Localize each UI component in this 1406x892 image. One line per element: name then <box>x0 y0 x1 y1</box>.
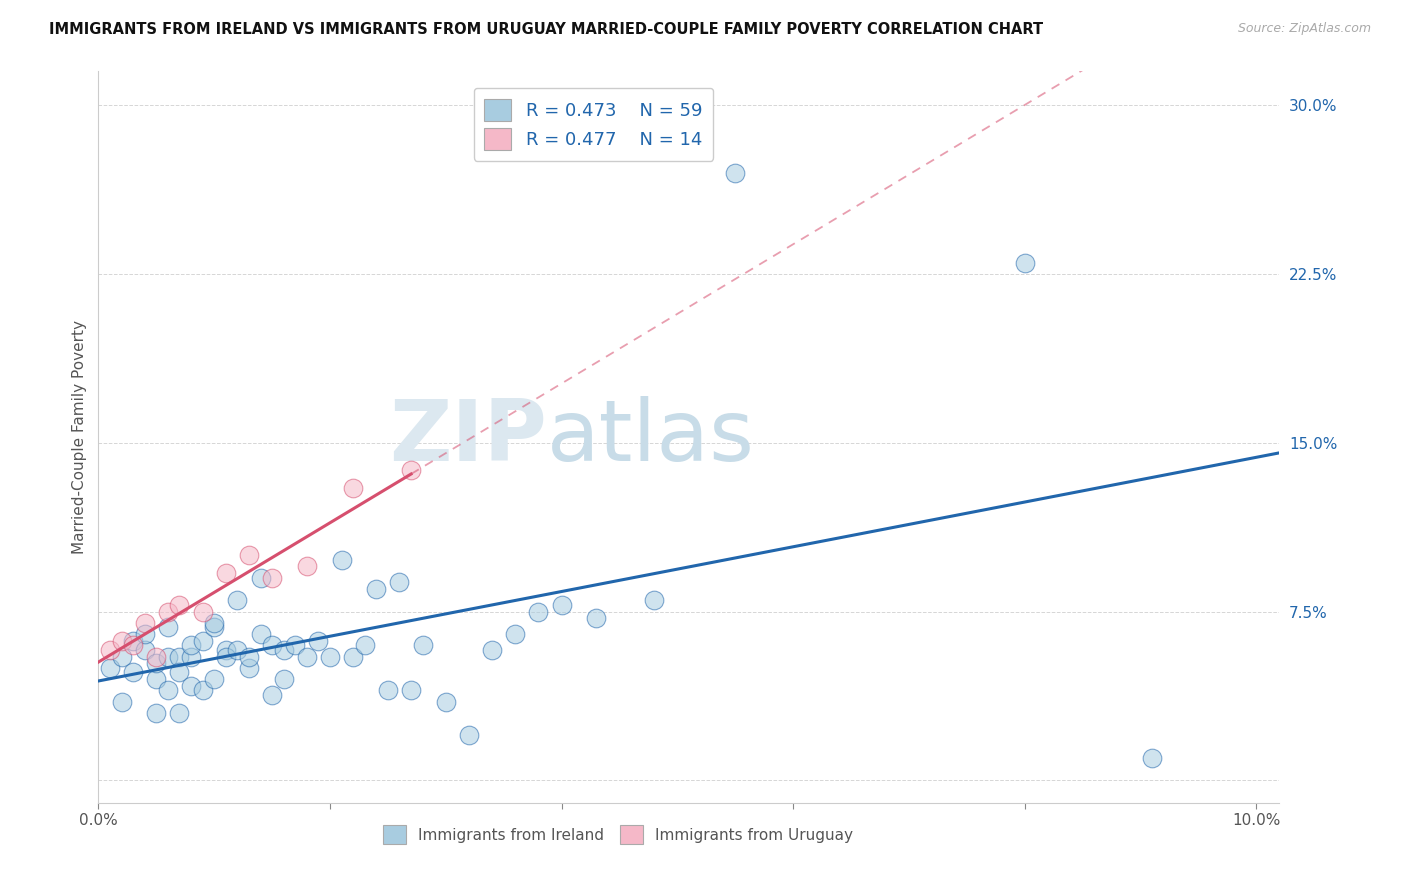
Point <box>353 638 375 652</box>
Point <box>156 620 179 634</box>
Point <box>191 683 214 698</box>
Point <box>180 679 202 693</box>
Legend: Immigrants from Ireland, Immigrants from Uruguay: Immigrants from Ireland, Immigrants from… <box>377 819 859 850</box>
Point <box>156 649 179 664</box>
Point <box>191 633 214 648</box>
Point <box>145 672 167 686</box>
Point <box>202 615 225 630</box>
Point <box>169 598 191 612</box>
Point <box>98 661 121 675</box>
Point <box>169 665 191 680</box>
Point <box>110 649 132 664</box>
Point <box>412 638 434 652</box>
Point <box>134 642 156 657</box>
Text: IMMIGRANTS FROM IRELAND VS IMMIGRANTS FROM URUGUAY MARRIED-COUPLE FAMILY POVERTY: IMMIGRANTS FROM IRELAND VS IMMIGRANTS FR… <box>49 22 1043 37</box>
Point <box>249 627 271 641</box>
Point <box>550 598 572 612</box>
Point <box>145 706 167 720</box>
Point <box>226 593 249 607</box>
Point <box>724 166 747 180</box>
Point <box>98 642 121 657</box>
Point <box>434 694 457 708</box>
Point <box>215 566 238 581</box>
Point <box>262 638 284 652</box>
Text: ZIP: ZIP <box>389 395 547 479</box>
Point <box>110 694 132 708</box>
Point <box>215 649 238 664</box>
Point <box>295 649 318 664</box>
Point <box>145 649 167 664</box>
Point <box>134 615 156 630</box>
Point <box>156 605 179 619</box>
Point <box>215 642 238 657</box>
Point <box>481 642 503 657</box>
Point <box>273 642 295 657</box>
Point <box>262 571 284 585</box>
Point <box>238 661 260 675</box>
Point <box>238 649 260 664</box>
Point <box>262 688 284 702</box>
Point <box>366 582 388 596</box>
Point <box>1014 255 1036 269</box>
Point <box>399 463 422 477</box>
Point <box>1140 751 1163 765</box>
Point <box>180 638 202 652</box>
Point <box>202 620 225 634</box>
Point <box>527 605 550 619</box>
Text: Source: ZipAtlas.com: Source: ZipAtlas.com <box>1237 22 1371 36</box>
Point <box>122 633 145 648</box>
Point <box>342 481 364 495</box>
Point <box>249 571 271 585</box>
Point <box>156 683 179 698</box>
Point <box>191 605 214 619</box>
Point <box>377 683 399 698</box>
Point <box>330 553 353 567</box>
Point <box>180 649 202 664</box>
Point <box>307 633 329 648</box>
Point <box>238 548 260 562</box>
Point <box>585 611 607 625</box>
Point <box>226 642 249 657</box>
Point <box>145 657 167 671</box>
Point <box>319 649 342 664</box>
Point <box>643 593 665 607</box>
Point <box>169 706 191 720</box>
Point <box>399 683 422 698</box>
Point <box>110 633 132 648</box>
Point <box>122 638 145 652</box>
Point <box>284 638 307 652</box>
Point <box>273 672 295 686</box>
Y-axis label: Married-Couple Family Poverty: Married-Couple Family Poverty <box>72 320 87 554</box>
Point <box>388 575 411 590</box>
Point <box>122 665 145 680</box>
Point <box>342 649 364 664</box>
Point <box>202 672 225 686</box>
Point <box>503 627 526 641</box>
Point <box>458 728 481 742</box>
Text: atlas: atlas <box>547 395 755 479</box>
Point <box>295 559 318 574</box>
Point <box>169 649 191 664</box>
Point <box>134 627 156 641</box>
